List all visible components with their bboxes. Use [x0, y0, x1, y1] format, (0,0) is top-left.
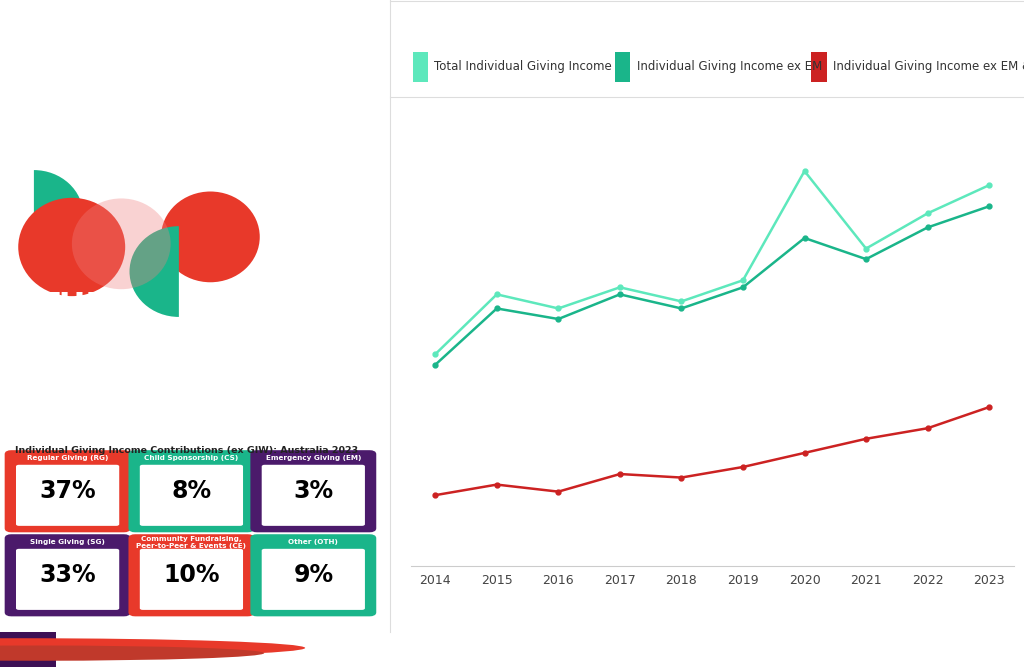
Text: Other (OTH): Other (OTH): [289, 540, 338, 546]
Text: Copyright The Benchmarking Project 2024: Copyright The Benchmarking Project 2024: [330, 642, 694, 657]
FancyBboxPatch shape: [811, 52, 826, 82]
Text: Child Sponsorship (CS): Child Sponsorship (CS): [144, 456, 239, 462]
FancyBboxPatch shape: [252, 452, 375, 531]
FancyBboxPatch shape: [16, 549, 119, 610]
FancyBboxPatch shape: [129, 535, 253, 615]
Text: 37%: 37%: [39, 480, 96, 504]
Text: Individual Giving Income ex EM & GIW: Individual Giving Income ex EM & GIW: [833, 60, 1024, 73]
FancyBboxPatch shape: [262, 549, 365, 610]
Text: 9%: 9%: [293, 564, 334, 588]
Text: THE: THE: [38, 291, 109, 321]
Text: Individual Giving Income ex EM: Individual Giving Income ex EM: [637, 60, 822, 73]
Text: 33%: 33%: [39, 564, 96, 588]
Circle shape: [0, 646, 264, 661]
FancyBboxPatch shape: [6, 535, 129, 615]
Text: 8%: 8%: [171, 480, 212, 504]
FancyBboxPatch shape: [16, 465, 119, 526]
FancyBboxPatch shape: [140, 549, 243, 610]
Text: Total Individual Giving Income: Total Individual Giving Income: [434, 60, 612, 73]
FancyBboxPatch shape: [140, 465, 243, 526]
Circle shape: [161, 191, 260, 282]
Circle shape: [72, 199, 171, 289]
Text: Individual Giving Income Contributions (ex GIW): Australia 2023: Individual Giving Income Contributions (…: [15, 446, 358, 455]
Text: Emergency Giving (EM): Emergency Giving (EM): [265, 456, 361, 462]
Wedge shape: [34, 170, 83, 261]
Bar: [0, 632, 56, 667]
FancyBboxPatch shape: [252, 535, 375, 615]
Text: BENCHMARKING: BENCHMARKING: [38, 329, 255, 353]
FancyBboxPatch shape: [615, 52, 631, 82]
FancyBboxPatch shape: [6, 452, 129, 531]
FancyBboxPatch shape: [262, 465, 365, 526]
Text: Community Fundraising,
Peer-to-Peer & Events (CE): Community Fundraising, Peer-to-Peer & Ev…: [136, 536, 247, 549]
Circle shape: [0, 638, 305, 658]
Text: Regular Giving (RG): Regular Giving (RG): [27, 456, 109, 462]
Circle shape: [18, 198, 125, 296]
Text: YOUR DATA TELLS THE STORY: YOUR DATA TELLS THE STORY: [38, 402, 225, 414]
FancyBboxPatch shape: [413, 52, 428, 82]
Text: 10%: 10%: [163, 564, 220, 588]
Text: PROJECT: PROJECT: [38, 361, 141, 385]
FancyBboxPatch shape: [129, 452, 253, 531]
Text: Single Giving (SG): Single Giving (SG): [30, 540, 105, 546]
Wedge shape: [129, 226, 179, 317]
Text: 3%: 3%: [293, 480, 334, 504]
